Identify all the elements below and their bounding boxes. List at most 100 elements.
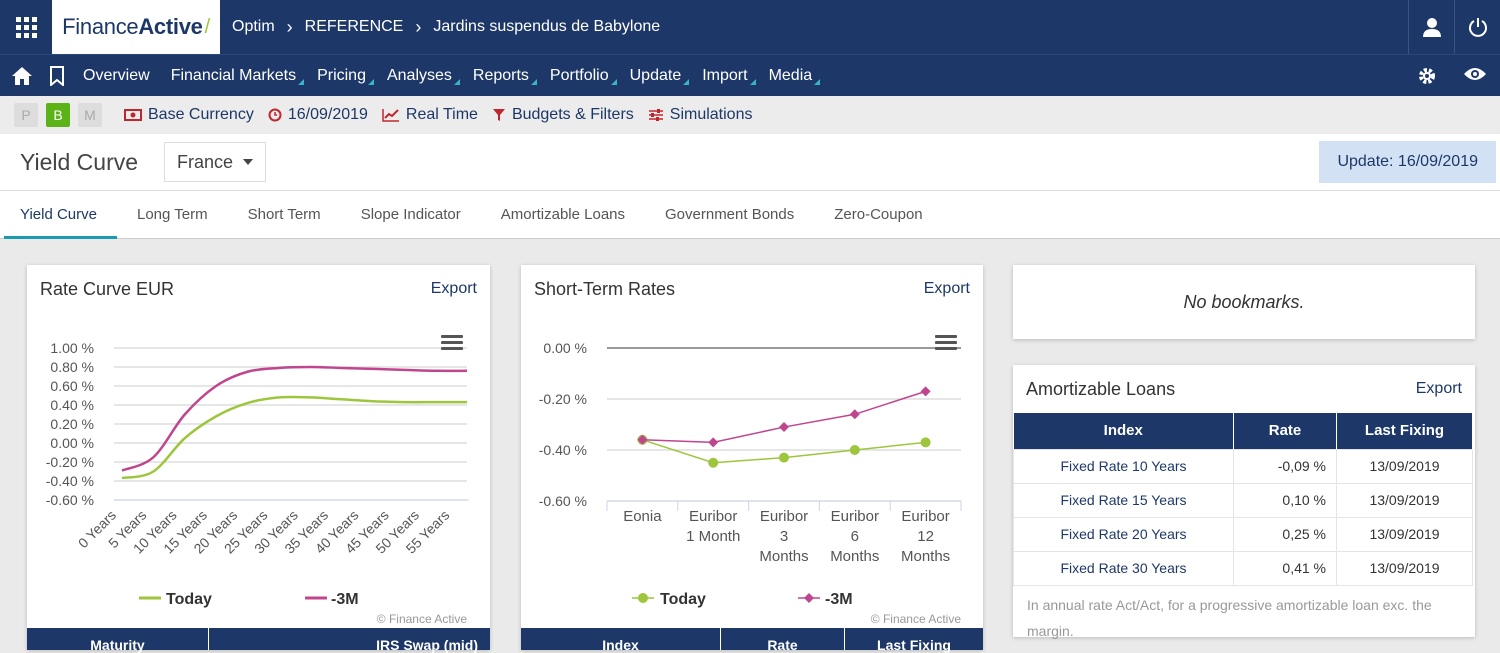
caret-down-icon [243,159,254,165]
export-button[interactable]: Export [430,280,477,297]
column-header[interactable]: Index [521,628,721,653]
gear-icon[interactable] [1412,66,1442,86]
y-tick-label: -0.40 % [46,473,94,489]
date-button[interactable]: 16/09/2019 [268,106,368,124]
nav-financial-markets[interactable]: Financial Markets [160,55,306,97]
legend-label-3m: -3M [825,591,853,608]
real-time-button[interactable]: Real Time [382,106,478,124]
tab-short-term[interactable]: Short Term [247,206,321,223]
y-tick-label: -0.60 % [46,492,94,508]
fixing-cell: 13/09/2019 [1336,516,1473,552]
bookmark-icon[interactable] [42,65,72,86]
data-point-3m [779,422,789,433]
mode-m-button[interactable]: M [78,103,102,127]
export-button[interactable]: Export [923,280,970,297]
fixing-cell: 13/09/2019 [1336,550,1473,586]
breadcrumb: Optim › REFERENCE › Jardins suspendus de… [232,17,660,38]
power-icon[interactable] [1454,0,1500,54]
submenu-indicator-icon [367,78,374,85]
date-label: 16/09/2019 [287,106,368,123]
top-bar: Finance Active / Optim › REFERENCE › Jardi… [0,0,1500,54]
clock-icon [268,108,282,122]
nav-label: Media [768,66,813,84]
y-tick-label: 0.20 % [50,416,94,432]
budgets-filters-button[interactable]: Budgets & Filters [492,106,634,124]
card-title: Amortizable Loans [1026,378,1176,399]
y-tick-label: 0.80 % [50,359,94,375]
tab-government-bonds[interactable]: Government Bonds [665,206,795,223]
base-currency-button[interactable]: Base Currency [124,106,254,124]
short-term-chart: 0.00 % -0.20 % -0.40 % -0.60 % Eonia Euribor 1… [539,335,962,626]
page-header: Yield Curve France Update: 16/09/2019 [0,134,1500,191]
nav-label: Pricing [317,66,366,84]
nav-pricing[interactable]: Pricing [306,55,376,97]
eye-icon[interactable] [1460,66,1490,86]
column-header[interactable]: IRS Swap (mid) [376,637,478,653]
tab-yield-curve[interactable]: Yield Curve [4,191,117,239]
data-point-3m [637,434,648,445]
index-cell: Fixed Rate 30 Years [1013,550,1234,586]
chart-credit: © Finance Active [871,612,962,626]
update-date-badge[interactable]: Update: 16/09/2019 [1319,141,1496,183]
mode-b-button[interactable]: B [46,103,70,127]
y-tick-label: 0.00 % [50,435,94,451]
export-button[interactable]: Export [1415,380,1462,397]
menu-icon [441,335,463,338]
rate-cell: -0,09 % [1233,448,1337,484]
tab-long-term[interactable]: Long Term [136,206,208,223]
column-header[interactable]: Rate [1233,413,1337,449]
legend-label-3m: -3M [331,591,359,608]
nav-label: Financial Markets [170,66,297,84]
amortizable-loans-card: Amortizable Loans Export Index Rate Last… [1013,365,1475,639]
amortizable-loans-table: Index Rate Last Fixing Fixed Rate 10 Yea… [1013,413,1473,586]
column-header[interactable]: Maturity [27,628,209,653]
y-tick-label: -0.20 % [539,391,587,407]
user-icon[interactable] [1408,0,1454,54]
rate-cell: 0,10 % [1233,482,1337,518]
table-row[interactable]: Fixed Rate 20 Years 0,25 % 13/09/2019 [1013,516,1473,552]
tab-amortizable-loans[interactable]: Amortizable Loans [500,206,625,223]
maturity-table-header: Maturity IRS Swap (mid) [27,628,490,653]
table-row[interactable]: Fixed Rate 10 Years -0,09 % 13/09/2019 [1013,448,1473,484]
table-row[interactable]: Fixed Rate 15 Years 0,10 % 13/09/2019 [1013,482,1473,518]
data-point-today [779,452,789,463]
table-row[interactable]: Fixed Rate 30 Years 0,41 % 13/09/2019 [1013,550,1473,586]
tab-zero-coupon[interactable]: Zero-Coupon [834,206,923,223]
column-header[interactable]: Last Fixing [1336,413,1473,449]
y-tick-label: 0.40 % [50,397,94,413]
submenu-indicator-icon [610,78,617,85]
nav-overview[interactable]: Overview [72,55,160,97]
real-time-label: Real Time [405,106,478,123]
logo[interactable]: Finance Active / [52,0,220,54]
x-tick-label: Euribor 6 Months [830,508,879,565]
submenu-indicator-icon [814,78,821,85]
column-header[interactable]: Rate [721,628,845,653]
home-icon[interactable] [2,66,42,86]
breadcrumb-item-reference[interactable]: REFERENCE [304,18,404,35]
simulations-button[interactable]: Simulations [648,106,752,124]
breadcrumb-item-optim[interactable]: Optim [232,18,275,35]
breadcrumb-item-site[interactable]: Jardins suspendus de Babylone [433,18,661,35]
nav-update[interactable]: Update [619,55,692,97]
x-tick-label: Eonia [623,508,662,525]
mode-p-button[interactable]: P [14,103,38,127]
y-tick-label: 1.00 % [50,340,94,356]
submenu-indicator-icon [683,78,690,85]
nav-portfolio[interactable]: Portfolio [539,55,619,97]
submenu-indicator-icon [749,78,756,85]
index-cell: Fixed Rate 10 Years [1013,448,1234,484]
tab-slope-indicator[interactable]: Slope Indicator [360,206,461,223]
nav-import[interactable]: Import [691,55,757,97]
nav-media[interactable]: Media [758,55,823,97]
nav-label: Overview [83,66,150,84]
country-select[interactable]: France [164,142,267,182]
column-header[interactable]: Last Fixing [877,637,951,653]
nav-analyses[interactable]: Analyses [376,55,462,97]
menu-icon [935,341,957,344]
column-header[interactable]: Index [1013,413,1234,449]
data-point-today [920,437,931,448]
apps-grid-icon[interactable] [0,0,52,54]
legend-marker-today [638,593,648,603]
data-point-today [708,457,719,468]
nav-reports[interactable]: Reports [462,55,539,97]
